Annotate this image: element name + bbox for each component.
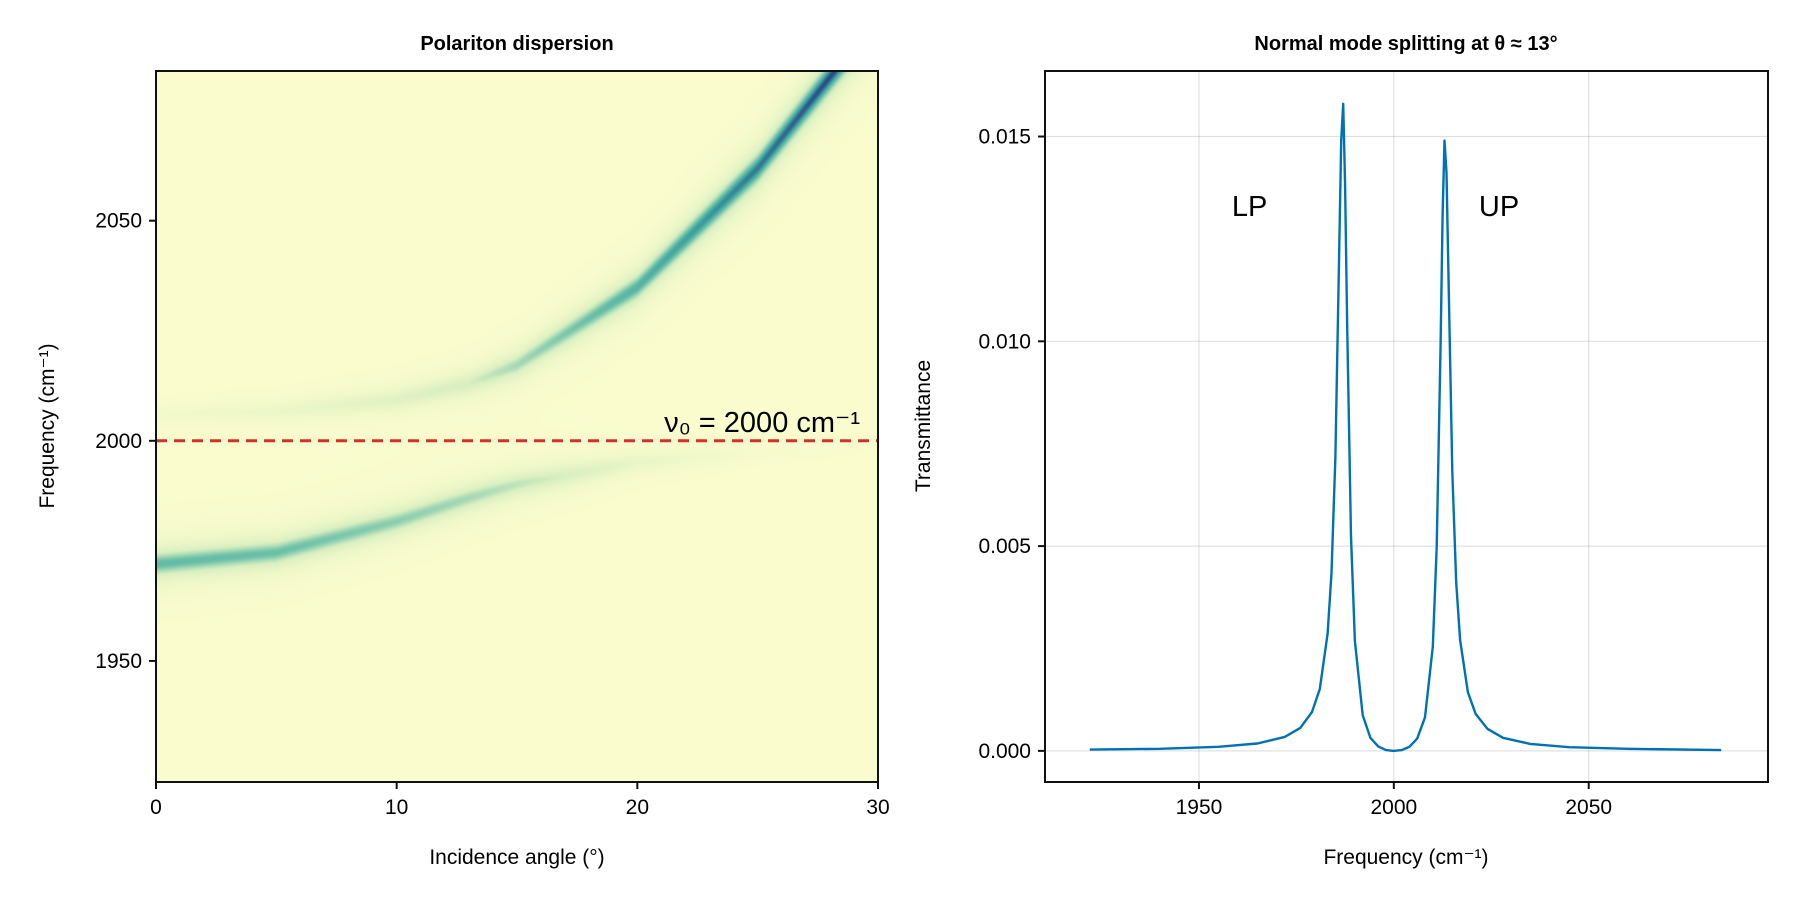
left-axes-frame [155,70,879,783]
left-x-tick-label: 30 [866,796,889,819]
right-y-tick-label: 0.000 [978,740,1031,763]
right-panel: Normal mode splitting at θ ≈ 13° LP UP 1… [912,33,1769,869]
annotation-lp: LP [1232,191,1267,223]
left-x-tick-label: 10 [385,796,408,819]
left-x-tick-label: 0 [150,796,162,819]
right-axes-frame [1044,70,1769,783]
right-y-axis-label: Transmittance [912,360,935,492]
right-x-axis-label: Frequency (cm⁻¹) [1323,846,1488,869]
left-y-axis-label: Frequency (cm⁻¹) [36,343,59,508]
dispersion-heatmap [156,71,878,782]
right-x-tick-label: 2000 [1370,796,1417,819]
right-y-tick-label: 0.010 [978,330,1031,353]
right-y-tick-label: 0.015 [978,126,1031,149]
left-x-tick-label: 20 [626,796,649,819]
left-x-axis-label: Incidence angle (°) [429,846,604,869]
reference-line-label: ν₀ = 2000 cm⁻¹ [664,407,860,439]
left-panel: Polariton dispersion 0 10 20 30 1950 2000 2050… [36,33,890,869]
left-title: Polariton dispersion [420,33,613,55]
left-y-tick-label: 1950 [95,650,142,673]
right-y-tick-label: 0.005 [978,535,1031,558]
annotation-up: UP [1479,191,1519,223]
left-y-tick-label: 2050 [95,210,142,233]
right-x-tick-label: 1950 [1176,796,1223,819]
right-title: Normal mode splitting at θ ≈ 13° [1254,33,1557,55]
left-y-tick-label: 2000 [95,430,142,453]
right-x-tick-label: 2050 [1565,796,1612,819]
transmittance-line [1089,102,1722,753]
